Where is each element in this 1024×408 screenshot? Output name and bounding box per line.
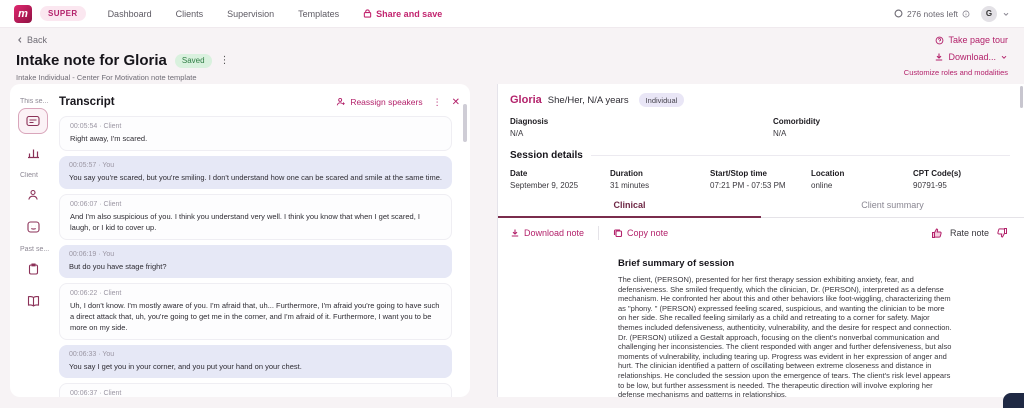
- comorbidity-value: N/A: [773, 129, 787, 138]
- download-note-button[interactable]: Download note: [510, 228, 584, 238]
- share-and-save-button[interactable]: Share and save: [363, 9, 442, 19]
- rail-label-client: Client: [20, 172, 38, 179]
- back-button[interactable]: Back: [16, 35, 47, 45]
- transcript-scrollbar[interactable]: [463, 104, 467, 142]
- saved-badge: Saved: [174, 53, 212, 68]
- transcript-icon: [26, 115, 40, 127]
- client-profile-button[interactable]: [18, 182, 48, 208]
- cpt-code-label: CPT Code(s): [913, 169, 961, 178]
- app-logo[interactable]: m: [14, 4, 32, 23]
- transcript-message: 00:06:37 · Client Mm-hmm.: [59, 383, 452, 397]
- face-card-icon: [26, 221, 40, 233]
- top-nav-bar: m SUPER Dashboard Clients Supervision Te…: [0, 0, 1024, 28]
- session-rail: This se... Client: [10, 84, 57, 397]
- question-icon: [935, 36, 944, 45]
- transcript-messages[interactable]: 00:05:54 · Client Right away, I'm scared…: [59, 116, 460, 397]
- transcript-message: 00:06:33 · You You say I get you in your…: [59, 345, 452, 378]
- clipboard-icon: [28, 263, 39, 275]
- download-dropdown-button[interactable]: Download...: [904, 52, 1008, 62]
- tab-clinical[interactable]: Clinical: [498, 200, 761, 218]
- past-notes-button[interactable]: [18, 256, 48, 282]
- download-icon: [934, 52, 944, 62]
- transcript-kebab-icon[interactable]: ⋮: [432, 96, 442, 107]
- location-value: online: [811, 181, 833, 190]
- page-scrollbar[interactable]: [1020, 86, 1023, 108]
- bar-chart-icon: [27, 147, 40, 159]
- nav-item-supervision[interactable]: Supervision: [227, 8, 275, 19]
- lock-icon: [363, 9, 372, 18]
- copy-icon: [613, 228, 623, 238]
- diagnosis-value: N/A: [510, 129, 524, 138]
- tab-client-summary[interactable]: Client summary: [761, 200, 1024, 218]
- reassign-person-icon: [336, 97, 346, 107]
- note-content[interactable]: Brief summary of session The client, (PE…: [498, 248, 1024, 397]
- session-type-badge: Individual: [638, 93, 685, 107]
- chevron-down-icon: [1000, 53, 1008, 61]
- copy-note-button[interactable]: Copy note: [613, 228, 668, 238]
- diagnosis-label: Diagnosis: [510, 117, 549, 126]
- meter-icon: [894, 9, 903, 18]
- chevron-down-icon[interactable]: [1002, 10, 1010, 18]
- chevron-left-icon: [16, 36, 24, 44]
- main-content: This se... Client: [10, 84, 1024, 397]
- help-widget-button[interactable]: [1003, 393, 1024, 408]
- client-meta: She/Her, N/A years: [547, 94, 629, 106]
- client-name[interactable]: Gloria: [510, 94, 542, 106]
- transcript-close-icon[interactable]: ✕: [451, 96, 460, 108]
- note-section-title: Brief summary of session: [618, 258, 735, 269]
- cpt-code-value: 90791-95: [913, 181, 947, 190]
- customize-roles-link[interactable]: Customize roles and modalities: [903, 68, 1008, 77]
- start-stop-value: 07:21 PM - 07:53 PM: [710, 181, 786, 190]
- thumb-up-icon[interactable]: [931, 227, 943, 239]
- thumb-down-icon[interactable]: [996, 227, 1008, 239]
- nav-item-templates[interactable]: Templates: [298, 8, 340, 19]
- secondary-toolbar: Back Take page tour: [0, 28, 1024, 52]
- comorbidity-label: Comorbidity: [773, 117, 821, 126]
- book-icon: [27, 295, 40, 307]
- transcript-message: 00:06:07 · Client And I'm also suspiciou…: [59, 194, 452, 240]
- reassign-speakers-button[interactable]: Reassign speakers: [336, 97, 423, 107]
- location-label: Location: [811, 169, 845, 178]
- start-stop-label: Start/Stop time: [710, 169, 767, 178]
- info-icon[interactable]: [962, 10, 970, 18]
- note-panel: Gloria She/Her, N/A years Individual Dia…: [497, 84, 1024, 397]
- page-title: Intake note for Gloria: [16, 52, 167, 69]
- analytics-tab-button[interactable]: [18, 140, 48, 166]
- transcript-message: 00:05:54 · Client Right away, I'm scared…: [59, 116, 452, 151]
- person-icon: [27, 189, 39, 201]
- rate-note-label: Rate note: [949, 228, 989, 238]
- duration-value: 31 minutes: [610, 181, 650, 190]
- transcript-tab-button[interactable]: [18, 108, 48, 134]
- client-mood-button[interactable]: [18, 214, 48, 240]
- template-subtitle: Intake Individual - Center For Motivatio…: [16, 73, 197, 82]
- page-header: Intake note for Gloria Saved ⋮ Intake In…: [0, 52, 1024, 82]
- avatar[interactable]: G: [981, 5, 997, 22]
- transcript-area: Transcript Reassign speakers ⋮ ✕: [57, 84, 470, 397]
- divider: [598, 226, 600, 240]
- super-badge: SUPER: [40, 6, 86, 21]
- rail-label-this-session: This se...: [20, 98, 49, 105]
- session-details-title: Session details: [510, 150, 583, 161]
- transcript-panel: This se... Client: [10, 84, 470, 397]
- nav-item-dashboard[interactable]: Dashboard: [107, 8, 152, 19]
- panel-gap: [470, 84, 497, 397]
- transcript-message: 00:05:57 · You You say you're scared, bu…: [59, 156, 452, 189]
- note-section-body: The client, (PERSON), presented for her …: [618, 275, 952, 397]
- download-icon: [510, 228, 520, 238]
- divider: [590, 155, 1010, 156]
- nav-item-clients[interactable]: Clients: [175, 8, 204, 19]
- transcript-message: 00:06:19 · You But do you have stage fri…: [59, 245, 452, 278]
- transcript-title: Transcript: [59, 96, 115, 108]
- title-kebab-menu-icon[interactable]: ⋮: [219, 54, 230, 66]
- date-value: September 9, 2025: [510, 181, 579, 190]
- take-page-tour-button[interactable]: Take page tour: [935, 35, 1008, 45]
- notes-left-counter: 276 notes left: [894, 9, 970, 19]
- transcript-message: 00:06:22 · Client Uh, I don't know. I'm …: [59, 283, 452, 340]
- duration-label: Duration: [610, 169, 643, 178]
- rail-label-past-sessions: Past se...: [20, 246, 50, 253]
- date-label: Date: [510, 169, 528, 178]
- journal-button[interactable]: [18, 288, 48, 314]
